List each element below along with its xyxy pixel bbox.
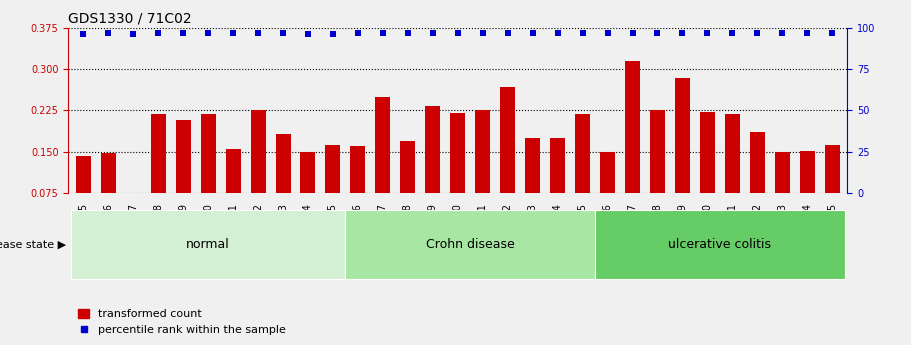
Bar bbox=[200, 114, 216, 235]
Bar bbox=[525, 138, 540, 235]
Bar bbox=[625, 61, 640, 235]
Point bbox=[375, 30, 390, 35]
Bar bbox=[595, 210, 844, 279]
Point bbox=[151, 30, 166, 35]
Point bbox=[325, 31, 340, 37]
Bar bbox=[325, 145, 341, 235]
Point bbox=[725, 30, 740, 35]
Text: Crohn disease: Crohn disease bbox=[425, 238, 515, 251]
Point bbox=[650, 30, 665, 35]
Point bbox=[625, 30, 640, 35]
Bar bbox=[476, 110, 490, 235]
Bar bbox=[425, 106, 440, 235]
Point bbox=[301, 31, 315, 37]
Point bbox=[526, 30, 540, 35]
Bar bbox=[301, 152, 315, 235]
Text: normal: normal bbox=[186, 238, 230, 251]
Point bbox=[126, 31, 140, 37]
Bar bbox=[824, 145, 840, 235]
Point bbox=[825, 30, 840, 35]
Bar bbox=[126, 193, 140, 235]
Bar bbox=[226, 149, 241, 235]
Bar bbox=[275, 134, 291, 235]
Bar bbox=[71, 210, 345, 279]
Point bbox=[775, 30, 790, 35]
Point bbox=[800, 30, 814, 35]
Bar bbox=[575, 114, 590, 235]
Point bbox=[200, 30, 215, 35]
Text: ulcerative colitis: ulcerative colitis bbox=[669, 238, 772, 251]
Point bbox=[450, 30, 465, 35]
Bar bbox=[550, 138, 565, 235]
Bar bbox=[101, 153, 116, 235]
Bar bbox=[400, 141, 415, 235]
Text: GDS1330 / 71C02: GDS1330 / 71C02 bbox=[68, 11, 192, 25]
Bar bbox=[176, 120, 190, 235]
Point bbox=[401, 30, 415, 35]
Bar bbox=[76, 156, 91, 235]
Bar bbox=[450, 113, 466, 235]
Legend: transformed count, percentile rank within the sample: transformed count, percentile rank withi… bbox=[74, 305, 291, 339]
Bar bbox=[800, 151, 814, 235]
Bar bbox=[650, 110, 665, 235]
Bar bbox=[675, 78, 690, 235]
Bar bbox=[775, 152, 790, 235]
Bar bbox=[750, 132, 765, 235]
Point bbox=[226, 30, 241, 35]
Bar bbox=[150, 114, 166, 235]
Bar bbox=[500, 87, 516, 235]
Point bbox=[76, 31, 90, 37]
Bar bbox=[351, 146, 365, 235]
Text: disease state ▶: disease state ▶ bbox=[0, 239, 66, 249]
Point bbox=[500, 30, 515, 35]
Point bbox=[476, 30, 490, 35]
Bar bbox=[600, 152, 615, 235]
Point bbox=[276, 30, 291, 35]
Point bbox=[701, 30, 715, 35]
Point bbox=[351, 30, 365, 35]
Point bbox=[176, 30, 190, 35]
Point bbox=[600, 30, 615, 35]
Point bbox=[101, 30, 116, 35]
Point bbox=[750, 30, 764, 35]
Point bbox=[675, 30, 690, 35]
Point bbox=[576, 30, 590, 35]
Bar bbox=[700, 111, 715, 235]
Point bbox=[425, 30, 440, 35]
Point bbox=[550, 30, 565, 35]
Bar bbox=[725, 114, 740, 235]
Bar bbox=[375, 97, 391, 235]
Bar bbox=[251, 110, 265, 235]
Bar bbox=[345, 210, 595, 279]
Point bbox=[251, 30, 265, 35]
